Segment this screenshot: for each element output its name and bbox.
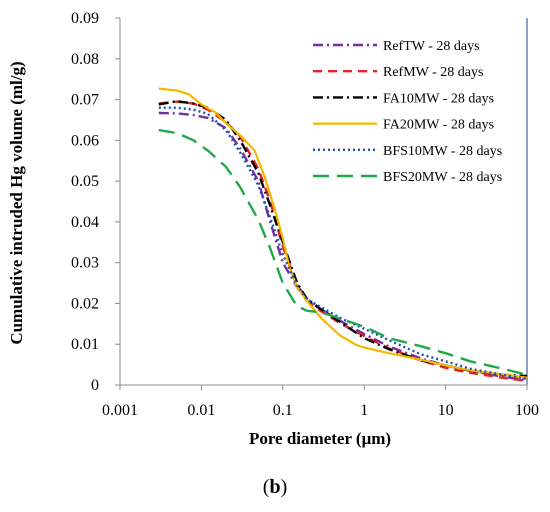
series-line-4: [158, 106, 528, 381]
x-axis-title: Pore diameter (μm): [249, 429, 391, 448]
y-tick-label: 0.07: [71, 92, 99, 109]
y-tick-label: 0.05: [71, 173, 99, 190]
y-axis-title: Cumulative intruded Hg volume (ml/g): [7, 61, 26, 344]
y-tick-label: 0.04: [71, 214, 99, 231]
y-tick-label: 0.01: [71, 336, 99, 353]
series-lines: [158, 87, 528, 383]
legend-label-4: BFS10MW - 28 days: [383, 144, 502, 159]
caption-letter: b: [269, 476, 281, 498]
caption-close: ): [280, 476, 288, 498]
y-tick-label: 0.02: [71, 295, 99, 312]
x-tick-label: 10: [438, 402, 454, 419]
y-tick-label: 0.09: [71, 10, 99, 27]
legend: RefTW - 28 days RefMW - 28 days FA10MW - 2…: [313, 39, 502, 185]
y-tick-label: 0.06: [71, 132, 99, 149]
x-tick-label: 0.1: [273, 402, 293, 419]
series-line-5: [158, 128, 528, 376]
y-tick-label: 0.08: [71, 51, 99, 68]
axis-ticks: 0 0.01 0.02 0.03 0.04 0.05 0.06 0.07 0.08 0.09 0.0…: [71, 10, 539, 419]
x-tick-label: 0.01: [187, 402, 215, 419]
legend-label-1: RefMW - 28 days: [383, 65, 483, 80]
figure-caption: (b): [0, 476, 550, 499]
x-tick-label: 1: [360, 402, 368, 419]
y-tick-label: 0.03: [71, 255, 99, 272]
legend-label-2: FA10MW - 28 days: [383, 91, 494, 106]
series-line-2: [158, 100, 528, 378]
x-tick-label: 100: [515, 402, 539, 419]
legend-label-3: FA20MW - 28 days: [383, 118, 494, 133]
y-tick-label: 0: [91, 377, 99, 394]
caption-open: (: [262, 476, 270, 498]
x-tick-label: 0.001: [102, 402, 138, 419]
legend-label-5: BFS20MW - 28 days: [383, 170, 502, 185]
plot-area: [119, 18, 528, 386]
chart: 0 0.01 0.02 0.03 0.04 0.05 0.06 0.07 0.08 0.09 0.0…: [7, 10, 539, 448]
legend-label-0: RefTW - 28 days: [383, 39, 480, 54]
